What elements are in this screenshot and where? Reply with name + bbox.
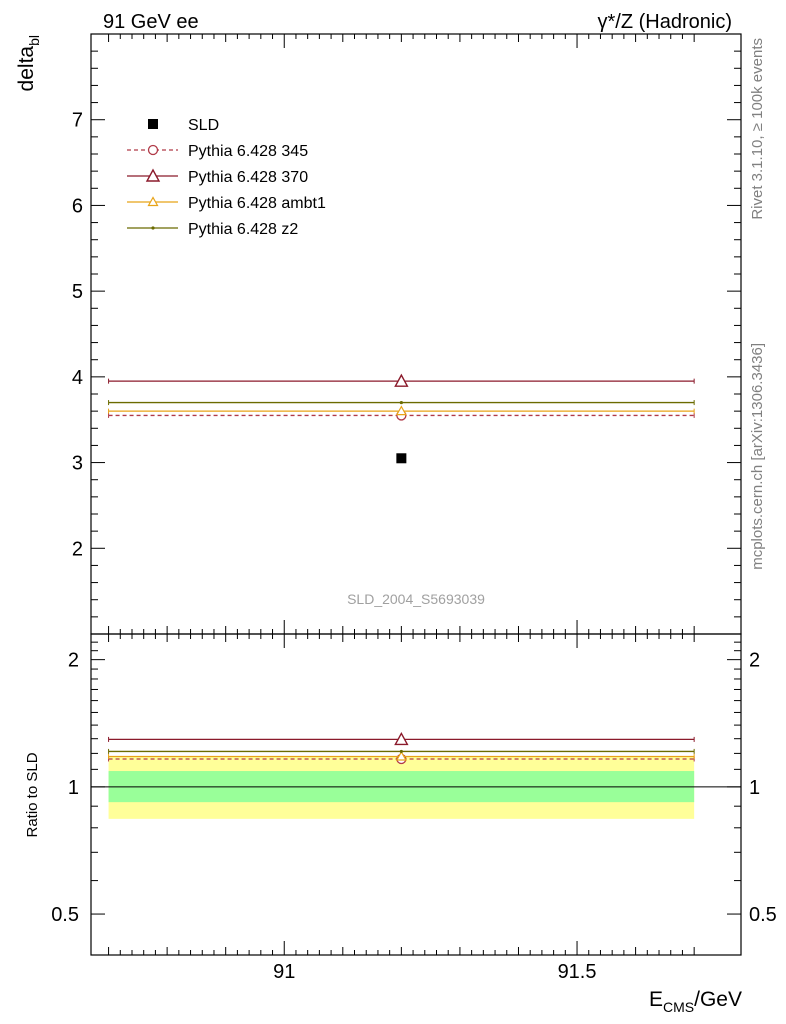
legend-label-2: Pythia 6.428 ambt1	[188, 195, 326, 212]
legend-label-sld: SLD	[188, 117, 219, 134]
legend-marker-sld	[148, 119, 158, 129]
ratio-bands	[91, 756, 741, 819]
header-left-label: 91 GeV ee	[103, 11, 199, 33]
legend-marker-3	[151, 226, 155, 230]
main-series-marker-3	[399, 400, 403, 405]
ratio-series-group	[108, 731, 695, 765]
legend-marker-1	[145, 168, 161, 182]
xlabel-subscript: CMS	[663, 999, 694, 1015]
xlabel-text: E	[649, 988, 663, 1011]
rivet-version-label: Rivet 3.1.10, ≥ 100k events	[749, 38, 766, 220]
main-ytick-label: 5	[72, 281, 83, 303]
main-ytick-label: 4	[72, 367, 83, 389]
ratio-ytick-label-right: 0.5	[749, 904, 777, 926]
ratio-ytick-label: 0.5	[51, 904, 79, 926]
main-series-marker-2	[395, 405, 407, 416]
ratio-frame	[90, 633, 742, 956]
xtick-label: 91	[273, 961, 295, 983]
main-ylabel-subscript: bl	[26, 35, 42, 46]
ratio-ytick-label: 1	[68, 777, 79, 799]
legend-label-3: Pythia 6.428 z2	[188, 221, 298, 238]
legend-marker-0	[147, 144, 159, 156]
ratio-series-marker-2	[395, 750, 407, 761]
main-ylabel: deltabl	[15, 35, 42, 91]
ratio-ytick-label-right: 1	[749, 777, 760, 799]
source-label: mcplots.cern.ch [arXiv:1306.3436]	[749, 343, 766, 570]
ratio-ytick-label: 2	[68, 650, 79, 672]
axes-group: 2 3 4 5 6 7 91 91.5 0.5 0.5 1 1 2 2	[51, 33, 777, 983]
main-ytick-label: 2	[72, 538, 83, 560]
xtick-label: 91.5	[558, 961, 597, 983]
xlabel: ECMS/GeV	[649, 988, 742, 1015]
legend-label-1: Pythia 6.428 370	[188, 169, 308, 186]
ratio-ytick-label-right: 2	[749, 650, 760, 672]
legend-label-0: Pythia 6.428 345	[188, 143, 308, 160]
legend: SLD Pythia 6.428 345 Pythia 6.428 370 Pythi…	[127, 117, 326, 238]
main-ytick-label: 6	[72, 195, 83, 217]
main-series-marker-1	[394, 373, 409, 387]
ratio-ylabel: Ratio to SLD	[24, 752, 41, 837]
main-ytick-label: 7	[72, 110, 83, 132]
main-series-group	[108, 373, 695, 464]
header-right-label: γ*/Z (Hadronic)	[598, 11, 732, 33]
legend-marker-2	[147, 196, 159, 207]
xlabel-unit: /GeV	[694, 988, 742, 1011]
analysis-watermark: SLD_2004_S5693039	[347, 591, 485, 607]
main-ylabel-text: delta	[15, 46, 38, 92]
ratio-series-marker-1	[394, 731, 409, 746]
ratio-series-marker-3	[399, 749, 403, 754]
sld-data-point	[396, 453, 407, 464]
main-ytick-label: 3	[72, 453, 83, 475]
